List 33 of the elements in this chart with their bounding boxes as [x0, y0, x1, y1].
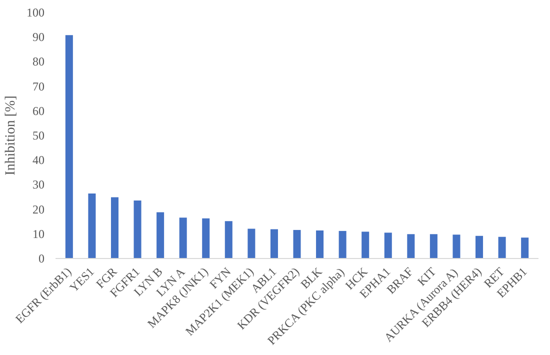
bar — [430, 234, 438, 258]
y-tick-label: 20 — [32, 202, 44, 216]
bar — [65, 35, 73, 258]
y-tick-label: 40 — [32, 153, 44, 168]
bar — [362, 232, 370, 258]
bar — [270, 229, 278, 258]
bar — [202, 218, 210, 258]
y-tick-label: 0 — [38, 252, 44, 266]
y-tick-label: 100 — [26, 6, 44, 20]
bar — [88, 194, 96, 258]
y-tick-label: 70 — [32, 79, 44, 94]
y-tick-label: 90 — [32, 30, 44, 44]
y-tick-label: 80 — [32, 54, 44, 69]
bar — [384, 232, 392, 258]
y-tick-label: 30 — [32, 178, 44, 192]
y-axis-title: Inhibition [%] — [4, 96, 18, 176]
y-tick-label: 50 — [32, 128, 44, 142]
bar — [476, 236, 484, 258]
bar — [110, 197, 118, 258]
bar — [293, 230, 301, 258]
bar — [248, 228, 256, 258]
bar — [498, 236, 506, 258]
bar — [521, 238, 529, 258]
bar — [316, 230, 324, 258]
bar — [179, 218, 187, 258]
bar — [407, 234, 415, 258]
bar — [224, 221, 232, 258]
bar — [338, 230, 346, 258]
bar — [156, 212, 164, 258]
y-tick-label: 10 — [32, 226, 44, 241]
y-tick-label: 60 — [32, 104, 44, 118]
bar — [452, 234, 460, 258]
bar — [134, 200, 142, 258]
